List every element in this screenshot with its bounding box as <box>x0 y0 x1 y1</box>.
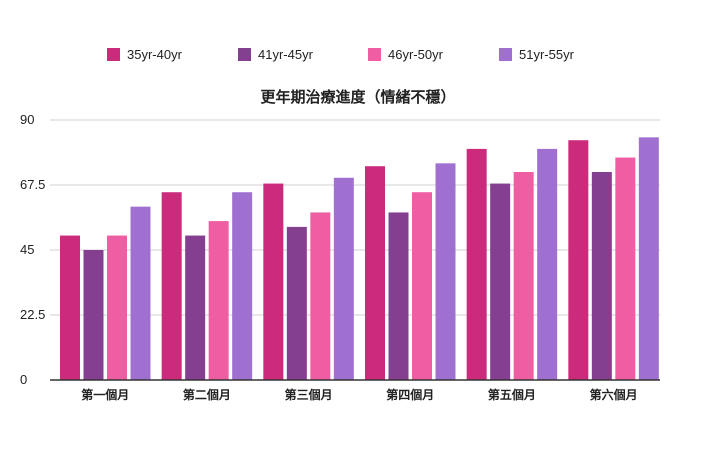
bar-41yr-45yr-第六個月 <box>591 172 612 380</box>
bar-46yr-50yr-第二個月 <box>208 221 229 380</box>
gridlines <box>50 119 660 316</box>
legend-label: 46yr-50yr <box>388 47 444 62</box>
bar-46yr-50yr-第一個月 <box>107 235 127 380</box>
bar-46yr-50yr-第四個月 <box>412 192 432 380</box>
x-tick-label: 第二個月 <box>183 387 231 402</box>
x-axis-labels: 第一個月 第二個月 第三個月 第四個月 第五個月 第六個月 <box>81 387 637 402</box>
y-tick-label: 0 <box>20 372 27 387</box>
legend-swatch <box>499 48 512 61</box>
x-tick-label: 第六個月 <box>590 387 638 402</box>
x-tick-label: 第一個月 <box>81 387 129 402</box>
bar-51yr-55yr-第四個月 <box>435 163 456 380</box>
bar-46yr-50yr-第三個月 <box>310 212 331 380</box>
y-tick-label: 90 <box>20 112 34 127</box>
bar-51yr-55yr-第三個月 <box>333 177 354 380</box>
bar-41yr-45yr-第一個月 <box>83 250 104 380</box>
y-tick-label: 45 <box>20 242 34 257</box>
legend-swatch <box>238 48 251 61</box>
chart-title: 更年期治療進度（情緒不穩） <box>260 88 455 106</box>
x-tick-label: 第五個月 <box>488 387 536 402</box>
bar-35yr-40yr-第五個月 <box>466 148 487 380</box>
bar-46yr-50yr-第五個月 <box>513 172 534 380</box>
y-tick-label: 67.5 <box>20 177 45 192</box>
y-tick-label: 22.5 <box>20 307 45 322</box>
bar-35yr-40yr-第一個月 <box>60 235 80 380</box>
legend-label: 41yr-45yr <box>258 47 314 62</box>
bar-35yr-40yr-第四個月 <box>365 166 385 380</box>
bar-51yr-55yr-第一個月 <box>130 206 151 380</box>
bar-51yr-55yr-第二個月 <box>232 192 253 380</box>
legend-swatch <box>107 48 120 61</box>
bar-51yr-55yr-第六個月 <box>638 137 659 380</box>
x-tick-label: 第四個月 <box>386 387 434 402</box>
bar-41yr-45yr-第五個月 <box>490 183 511 380</box>
bars <box>60 137 659 380</box>
bar-46yr-50yr-第六個月 <box>615 157 636 380</box>
bar-41yr-45yr-第三個月 <box>286 226 307 380</box>
bar-41yr-45yr-第二個月 <box>185 235 206 380</box>
bar-41yr-45yr-第四個月 <box>388 212 409 380</box>
legend-label: 51yr-55yr <box>519 47 575 62</box>
bar-35yr-40yr-第六個月 <box>568 140 589 380</box>
y-axis-ticks: 0 22.5 45 67.5 90 <box>20 112 45 387</box>
bar-51yr-55yr-第五個月 <box>537 148 558 380</box>
legend-label: 35yr-40yr <box>127 47 183 62</box>
bar-35yr-40yr-第三個月 <box>263 183 284 380</box>
bar-35yr-40yr-第二個月 <box>161 192 182 380</box>
legend: 35yr-40yr 41yr-45yr 46yr-50yr 51yr-55yr <box>107 47 575 62</box>
legend-swatch <box>368 48 381 61</box>
x-tick-label: 第三個月 <box>285 387 333 402</box>
